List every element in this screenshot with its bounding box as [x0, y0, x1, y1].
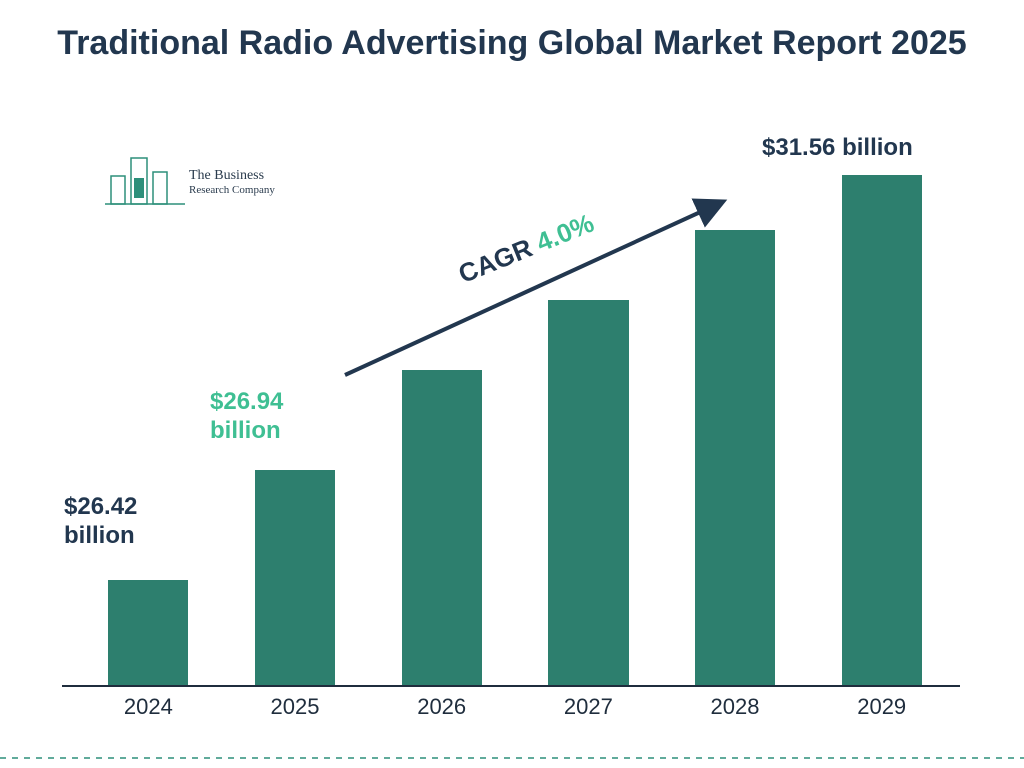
x-axis-label: 2028: [662, 694, 809, 720]
chart-container: Traditional Radio Advertising Global Mar…: [0, 0, 1024, 768]
bar-slot: [662, 175, 809, 685]
x-axis-labels: 202420252026202720282029: [75, 694, 955, 720]
x-axis-label: 2024: [75, 694, 222, 720]
bar: [695, 230, 775, 685]
bar-slot: [75, 175, 222, 685]
bar-slot: [808, 175, 955, 685]
bar: [548, 300, 628, 685]
bar: [108, 580, 188, 685]
x-axis-label: 2025: [222, 694, 369, 720]
value-label: $31.56 billion: [762, 134, 972, 163]
x-axis-label: 2026: [368, 694, 515, 720]
bar: [402, 370, 482, 685]
bottom-dashed-divider: [0, 753, 1024, 763]
value-label: $26.42billion: [64, 493, 194, 551]
x-axis-label: 2027: [515, 694, 662, 720]
page-title: Traditional Radio Advertising Global Mar…: [0, 22, 1024, 65]
x-axis-label: 2029: [808, 694, 955, 720]
bar: [842, 175, 922, 685]
bar: [255, 470, 335, 685]
value-label: $26.94billion: [210, 388, 340, 446]
